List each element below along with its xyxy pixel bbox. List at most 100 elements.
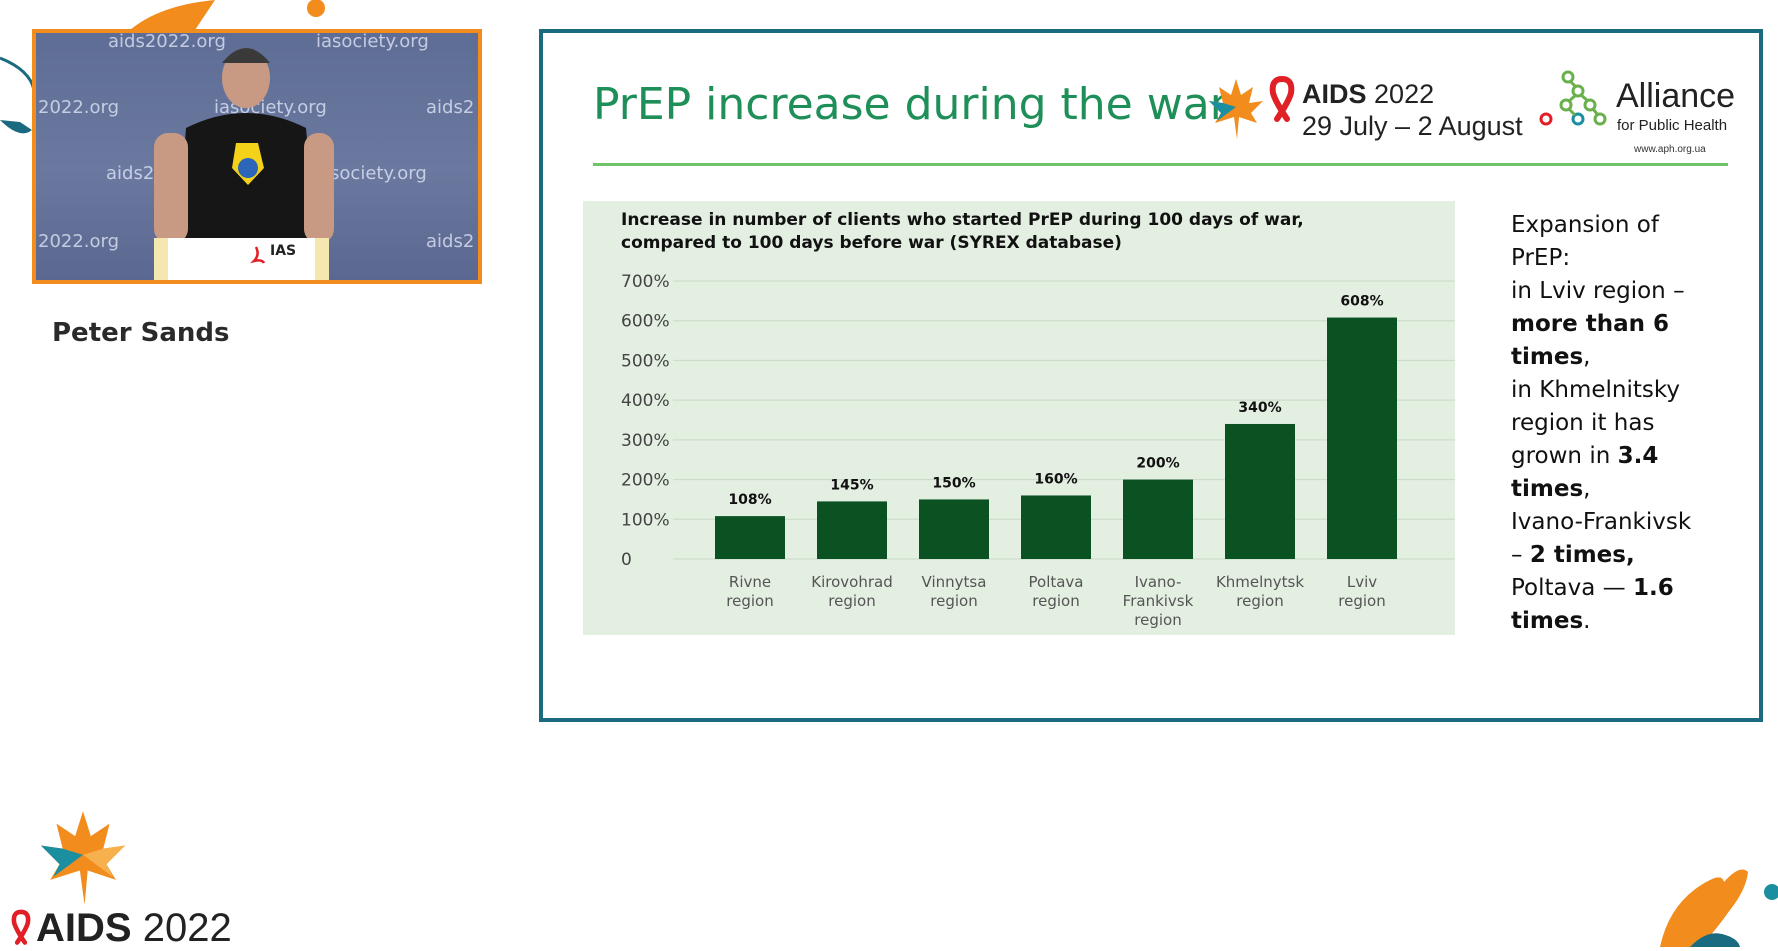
x-tick-label: region [1134,611,1181,629]
decor-hand-shape [1660,869,1778,947]
bar-value-label: 200% [1136,456,1179,472]
y-tick-label: 500% [621,351,670,371]
x-tick-label: region [828,592,875,610]
red-ribbon-icon [11,909,31,945]
summary-line: – 2 times, [1511,539,1711,572]
summary-line: in Lviv region – [1511,278,1685,304]
watermark: aids2 [426,97,475,118]
bar-value-label: 340% [1238,400,1281,416]
summary-emphasis: 3.4 [1617,443,1659,469]
y-tick-label: 200% [621,471,670,491]
summary-line: Ivano-Frankivsk [1511,509,1692,535]
x-tick-label: region [1236,592,1283,610]
bar-value-label: 108% [728,492,771,508]
summary-line: more than 6 [1511,308,1711,341]
summary-punct: , [1583,344,1591,370]
x-tick-label: Poltava [1029,573,1084,591]
summary-emphasis: more than 6 [1511,311,1669,337]
y-tick-label: 600% [621,312,670,332]
speaker-video: aids2022.org iasociety.org 2022.org iaso… [32,29,482,284]
summary-line: PrEP: [1511,245,1571,271]
bar [715,516,785,559]
x-tick-label: Khmelnytsk [1216,573,1304,591]
summary-punct: . [1583,608,1591,634]
summary-line: times, [1511,341,1711,374]
conference-name-bold: AIDS [1302,79,1367,109]
summary-text: Poltava — [1511,575,1633,601]
bar [1225,423,1295,559]
conference-year: 2022 [1374,79,1435,109]
summary-emphasis: 2 times, [1529,542,1635,568]
summary-text: grown in [1511,443,1618,469]
event-logo: AIDS 2022 [6,808,266,951]
conference-name: AIDS 2022 [1302,79,1434,110]
title-divider [593,163,1728,166]
bar-value-label: 150% [932,475,975,491]
event-year: 2022 [142,906,232,950]
x-tick-label: Kirovohrad [811,573,892,591]
x-tick-label: region [726,592,773,610]
x-tick-label: Vinnytsa [922,573,987,591]
chart-title: Increase in number of clients who starte… [621,210,1304,253]
x-tick-label: Rivne [729,573,771,591]
x-tick-label: region [1338,592,1385,610]
x-tick-label: Lviv [1347,573,1377,591]
maple-leaf-icon [40,811,126,905]
bar [919,499,989,559]
bar [1123,479,1193,559]
bar [1327,317,1397,559]
x-tick-label: Frankivsk [1123,592,1194,610]
y-tick-label: 400% [621,391,670,411]
bar-chart: Increase in number of clients who starte… [583,201,1455,635]
bar-value-label: 145% [830,477,873,493]
summary-line: in Khmelnitsky [1511,377,1680,403]
bar-value-label: 608% [1340,294,1383,310]
partner-subtitle: for Public Health [1617,117,1728,134]
x-tick-label: region [1032,592,1079,610]
summary-line: grown in 3.4 [1511,440,1711,473]
decor-top-shape [130,0,325,30]
alliance-molecule-icon [1539,70,1607,126]
watermark: 2022.org [38,231,120,252]
summary-punct: , [1583,476,1591,502]
watermark: 2022.org [38,97,120,118]
summary-emphasis: times [1511,476,1584,502]
summary-emphasis: times [1511,344,1584,370]
summary-line: region it has [1511,410,1655,436]
watermark: iasociety.org [314,163,427,184]
summary-line: Poltava — 1.6 [1511,572,1711,605]
y-tick-label: 100% [621,510,670,530]
event-name-bold: AIDS [36,906,132,950]
partner-logo: Alliance for Public Health www.aph.org.u… [1538,69,1758,169]
watermark: aids2 [426,231,475,252]
partner-name: Alliance [1616,77,1736,115]
y-tick-label: 0 [621,550,632,570]
presentation-slide: PrEP increase during the war AIDS 2022 2… [539,29,1763,722]
bar [1021,495,1091,559]
conference-logo: AIDS 2022 29 July – 2 August [1207,71,1523,151]
watermark: iasociety.org [316,31,429,52]
podium-label: IAS [270,243,297,259]
summary-emphasis: 1.6 [1632,575,1674,601]
watermark: aids20 [106,163,166,184]
decor-left-shape [0,56,36,134]
y-tick-label: 700% [621,272,670,292]
y-tick-label: 300% [621,431,670,451]
conference-dates: 29 July – 2 August [1302,111,1523,141]
slide-title: PrEP increase during the war [593,79,1228,130]
summary-line: times. [1511,605,1711,638]
bar-value-label: 160% [1034,471,1077,487]
summary-line: times, [1511,473,1711,506]
summary-emphasis: times [1511,608,1584,634]
chart-canvas: 0100%200%300%400%500%600%700%108%Rivnere… [621,272,1455,629]
partner-url: www.aph.org.ua [1634,144,1706,155]
red-ribbon-icon [1269,76,1295,122]
x-tick-label: Ivano- [1135,573,1182,591]
bar [817,501,887,559]
speaker-figure [154,48,334,280]
event-name: AIDS 2022 [36,906,232,951]
x-tick-label: region [930,592,977,610]
maple-leaf-icon [1209,79,1263,139]
watermark: aids2022.org [108,31,226,52]
speaker-name: Peter Sands [52,318,230,348]
